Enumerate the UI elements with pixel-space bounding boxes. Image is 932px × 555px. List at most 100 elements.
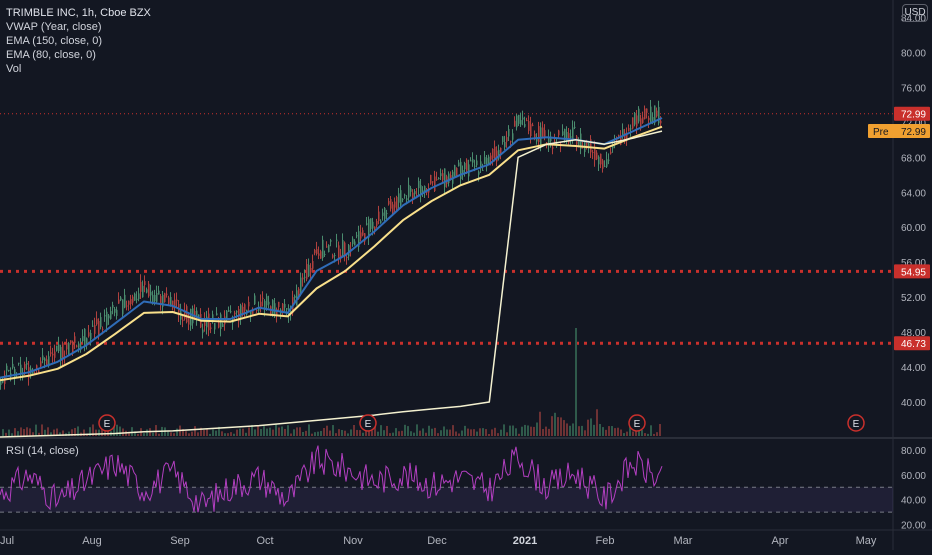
candle-body bbox=[500, 147, 502, 153]
volume-bar bbox=[338, 429, 340, 436]
candle-body bbox=[26, 363, 28, 365]
candle-body bbox=[2, 380, 4, 383]
volume-bar bbox=[74, 427, 76, 436]
volume-bar bbox=[47, 427, 49, 436]
candle-body bbox=[310, 267, 312, 273]
candle-body bbox=[578, 140, 580, 147]
candle-body bbox=[322, 239, 324, 259]
rsi-line bbox=[0, 445, 663, 513]
volume-bar bbox=[362, 432, 364, 436]
legend-ema150[interactable]: EMA (150, close, 0) bbox=[6, 35, 102, 47]
volume-bar bbox=[287, 425, 289, 436]
candle-body bbox=[422, 190, 424, 193]
candle-body bbox=[428, 190, 430, 193]
candle-body bbox=[420, 185, 422, 196]
earnings-marker-label: E bbox=[365, 419, 372, 430]
candle-body bbox=[470, 160, 472, 162]
legend-volume[interactable]: Vol bbox=[6, 63, 22, 75]
candle-body bbox=[174, 299, 176, 308]
candle-body bbox=[656, 110, 658, 117]
currency-button[interactable]: USD bbox=[902, 4, 928, 22]
candle-body bbox=[378, 211, 380, 221]
volume-bar bbox=[11, 433, 13, 436]
candle-body bbox=[484, 157, 486, 165]
candle-body bbox=[410, 188, 412, 192]
candle-body bbox=[652, 117, 654, 121]
volume-bar bbox=[623, 433, 625, 436]
candle-body bbox=[18, 362, 20, 364]
volume-bar bbox=[569, 425, 571, 436]
legend-vwap[interactable]: VWAP (Year, close) bbox=[6, 21, 102, 33]
rsi-tick-label: 40.00 bbox=[901, 496, 926, 507]
candle-body bbox=[628, 127, 630, 131]
candle-body bbox=[0, 381, 2, 385]
candle-body bbox=[572, 127, 574, 139]
volume-bar bbox=[71, 429, 73, 436]
candle-body bbox=[374, 226, 376, 232]
candle-body bbox=[52, 353, 54, 356]
earnings-marker[interactable]: E bbox=[628, 414, 646, 432]
volume-bar bbox=[380, 425, 382, 436]
candle-body bbox=[150, 291, 152, 296]
earnings-marker[interactable]: E bbox=[847, 414, 865, 432]
candle-body bbox=[622, 129, 624, 136]
volume-bar bbox=[227, 433, 229, 436]
volume-bar bbox=[278, 427, 280, 436]
price-tick-label: 52.00 bbox=[901, 293, 926, 304]
earnings-marker[interactable]: E bbox=[98, 414, 116, 432]
candle-body bbox=[510, 141, 512, 143]
candle-body bbox=[78, 343, 80, 348]
candle-body bbox=[394, 201, 396, 208]
candle-body bbox=[498, 149, 500, 159]
candle-body bbox=[602, 160, 604, 169]
candle-body bbox=[60, 346, 62, 361]
volume-bar bbox=[77, 426, 79, 436]
candle-body bbox=[508, 128, 510, 137]
volume-bar bbox=[542, 429, 544, 436]
candle-body bbox=[158, 290, 160, 295]
candle-body bbox=[302, 277, 304, 280]
candle-body bbox=[42, 355, 44, 361]
candle-body bbox=[236, 311, 238, 313]
volume-bar bbox=[599, 424, 601, 436]
candle-body bbox=[358, 231, 360, 247]
candle-body bbox=[600, 153, 602, 165]
candle-body bbox=[104, 315, 106, 317]
legend-ema80[interactable]: EMA (80, close, 0) bbox=[6, 49, 96, 61]
candle-body bbox=[564, 129, 566, 139]
volume-bar bbox=[578, 426, 580, 436]
candle-body bbox=[90, 332, 92, 340]
candle-body bbox=[608, 159, 610, 161]
candle-body bbox=[312, 261, 314, 269]
volume-bar bbox=[266, 428, 268, 436]
price-tick-label: 68.00 bbox=[901, 153, 926, 164]
candle-body bbox=[250, 311, 252, 316]
volume-bar bbox=[356, 429, 358, 436]
time-tick-label: Oct bbox=[256, 535, 273, 547]
volume-bar bbox=[89, 427, 91, 436]
volume-bar bbox=[269, 427, 271, 436]
candle-body bbox=[100, 317, 102, 328]
time-tick-label: 2021 bbox=[513, 535, 537, 547]
volume-bar bbox=[152, 432, 154, 436]
volume-bar bbox=[458, 433, 460, 436]
rsi-legend[interactable]: RSI (14, close) bbox=[6, 445, 79, 457]
volume-bar bbox=[170, 432, 172, 436]
volume-bar bbox=[641, 430, 643, 436]
volume-bar bbox=[215, 430, 217, 436]
volume-bar bbox=[593, 424, 595, 436]
earnings-marker[interactable]: E bbox=[359, 414, 377, 432]
candle-body bbox=[110, 311, 112, 319]
volume-bar bbox=[476, 431, 478, 436]
candle-body bbox=[204, 319, 206, 326]
candle-body bbox=[38, 370, 40, 373]
volume-bar bbox=[341, 429, 343, 436]
volume-bar bbox=[302, 431, 304, 436]
time-tick-label: Mar bbox=[674, 535, 693, 547]
price-candles bbox=[0, 99, 662, 390]
volume-bar bbox=[59, 432, 61, 436]
time-tick-label: Nov bbox=[343, 535, 363, 547]
price-tick-label: 76.00 bbox=[901, 83, 926, 94]
